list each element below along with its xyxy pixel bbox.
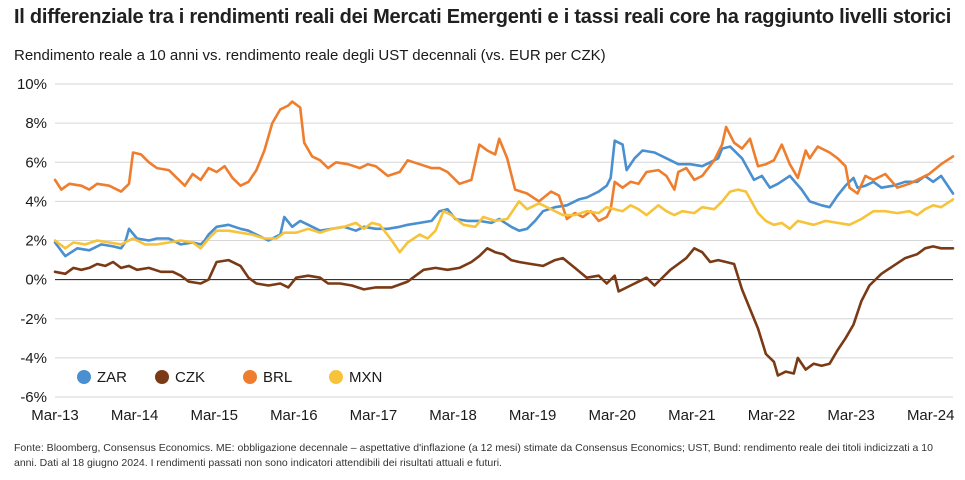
series-line-mxn xyxy=(53,188,955,254)
y-tick-label: 6% xyxy=(25,154,47,171)
series-line-brl xyxy=(53,100,955,223)
legend-label-zar: ZAR xyxy=(97,369,127,386)
chart-title: Il differenziale tra i rendimenti reali … xyxy=(14,6,952,28)
x-tick-label: Mar-14 xyxy=(111,407,159,424)
y-tick-label: 4% xyxy=(25,193,47,210)
chart-subtitle: Rendimento reale a 10 anni vs. rendiment… xyxy=(14,47,606,64)
y-tick-label: 2% xyxy=(25,233,47,250)
x-tick-label: Mar-20 xyxy=(589,407,637,424)
x-tick-label: Mar-18 xyxy=(429,407,477,424)
x-tick-label: Mar-23 xyxy=(827,407,875,424)
legend-swatch-brl xyxy=(243,370,257,384)
x-tick-label: Mar-24 xyxy=(907,407,955,424)
gridlines xyxy=(55,83,953,398)
x-tick-label: Mar-22 xyxy=(748,407,796,424)
x-axis-ticks: Mar-13 Mar-14 Mar-15 Mar-16 Mar-17 Mar-18 Mar-… xyxy=(31,407,954,424)
series-line-czk xyxy=(53,245,955,377)
y-tick-label: 0% xyxy=(25,272,47,289)
source-note: Fonte: Bloomberg, Consensus Economics. M… xyxy=(14,442,933,469)
legend-swatch-zar xyxy=(77,370,91,384)
y-tick-label: -4% xyxy=(20,350,47,367)
y-tick-label: 8% xyxy=(25,115,47,132)
legend-swatch-mxn xyxy=(329,370,343,384)
x-tick-label: Mar-19 xyxy=(509,407,557,424)
y-tick-label: 10% xyxy=(17,76,47,93)
series-lines xyxy=(53,100,955,377)
x-tick-label: Mar-16 xyxy=(270,407,318,424)
y-tick-label: -2% xyxy=(20,311,47,328)
y-tick-label: -6% xyxy=(20,389,47,406)
line-chart: 10%8%6%4%2%0%-2%-4%-6% Mar-13 Mar-14 Mar-1… xyxy=(17,76,955,424)
series-line-zar xyxy=(53,139,955,258)
legend-label-czk: CZK xyxy=(175,369,205,386)
x-tick-label: Mar-17 xyxy=(350,407,398,424)
x-tick-label: Mar-13 xyxy=(31,407,79,424)
legend-swatch-czk xyxy=(155,370,169,384)
legend: ZAR CZK BRL MXN xyxy=(77,369,382,386)
y-axis-ticks: 10% 8% 6% 4% 2% 0% -2% -4% -6% xyxy=(17,76,47,406)
x-tick-label: Mar-15 xyxy=(190,407,238,424)
legend-label-brl: BRL xyxy=(263,369,292,386)
legend-label-mxn: MXN xyxy=(349,369,382,386)
x-tick-label: Mar-21 xyxy=(668,407,716,424)
